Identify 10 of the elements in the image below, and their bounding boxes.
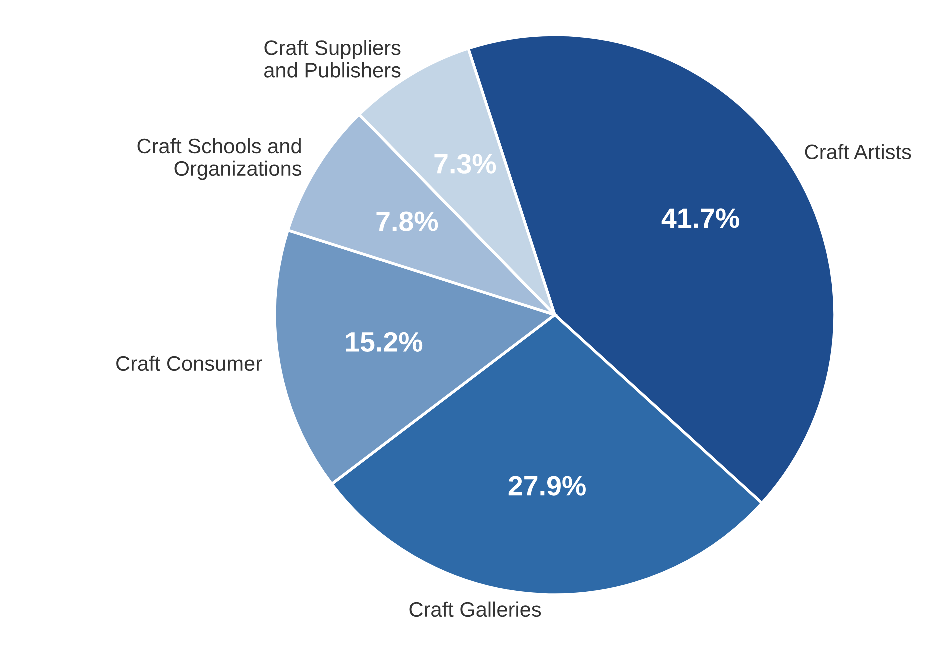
data-label: 27.9%	[508, 476, 586, 496]
data-label: 41.7%	[662, 208, 740, 228]
slice-label: Craft Schools and Organizations	[138, 138, 302, 180]
slice-label: Craft Galleries	[410, 602, 542, 618]
slice-label: Craft Artists	[805, 144, 912, 160]
data-label: 15.2%	[346, 332, 423, 352]
slice-label: Craft Suppliers and Publishers	[264, 40, 401, 78]
data-label: 7.8%	[376, 212, 438, 232]
data-label: 7.3%	[434, 154, 496, 174]
slice-label: Craft Consumer	[116, 356, 262, 372]
